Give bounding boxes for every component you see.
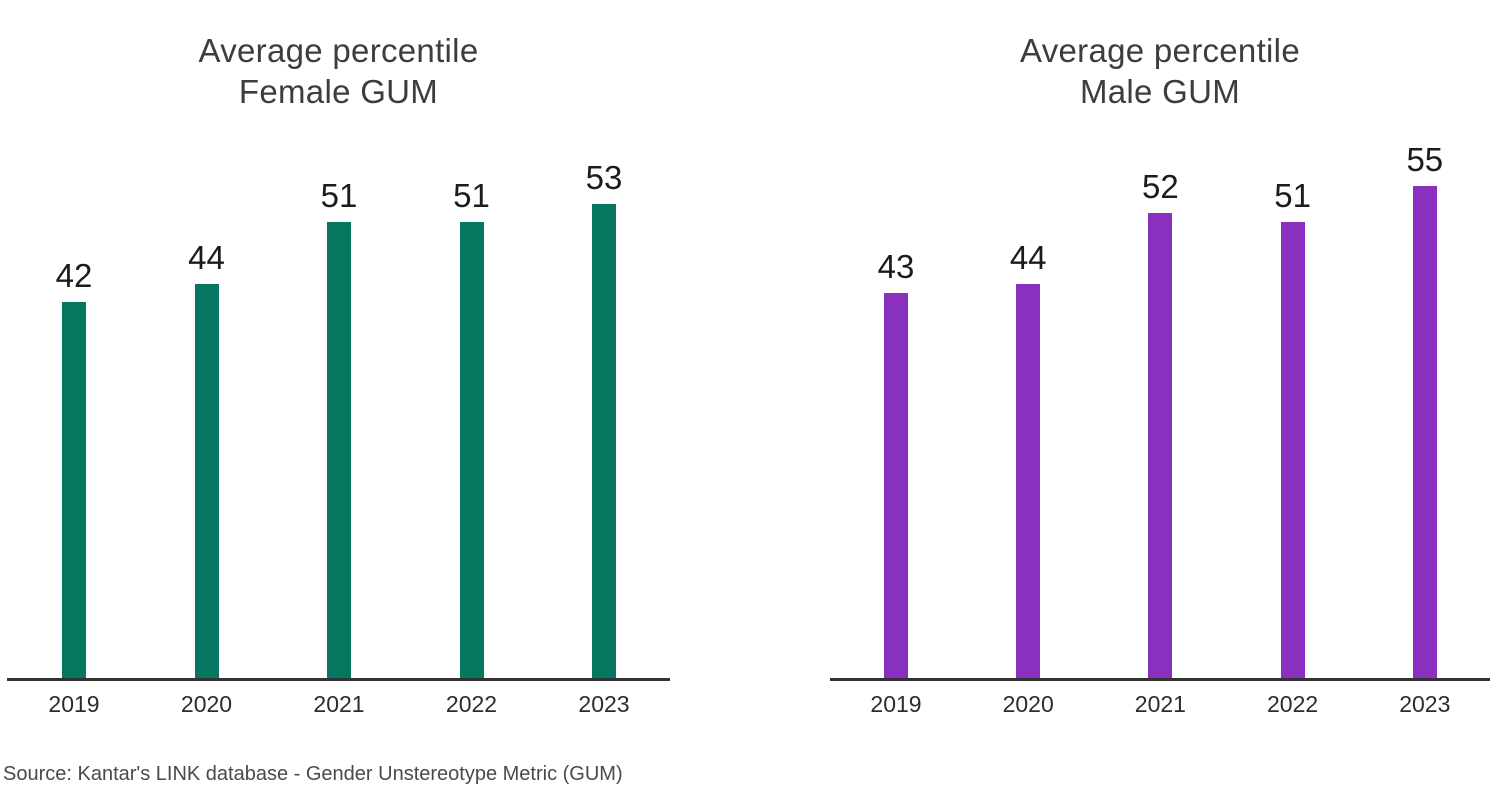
source-note: Source: Kantar's LINK database - Gender … [3, 763, 623, 785]
x-tick-2023: 2023 [578, 691, 630, 717]
female-gum-chart-title: Average percentile Female GUM [7, 30, 670, 112]
female-gum-title-line2: Female GUM [238, 73, 439, 110]
male-gum-chart-title: Average percentile Male GUM [830, 30, 1490, 112]
bar-value-2022: 51 [453, 177, 490, 214]
x-tick-2020: 2020 [1002, 691, 1054, 717]
bar-2023 [1412, 186, 1437, 678]
bar-2020 [194, 284, 219, 678]
female-gum-plot-area: 42 44 51 51 53 [7, 120, 670, 681]
bar-2023 [592, 204, 616, 678]
female-gum-x-axis: 2019 2020 2021 2022 2023 [7, 691, 670, 721]
x-tick-2022: 2022 [445, 691, 498, 717]
bar-2019 [884, 293, 908, 678]
bar-value-2023: 55 [1406, 141, 1444, 178]
bar-value-2020: 44 [188, 239, 225, 276]
bar-2022 [459, 222, 484, 678]
male-gum-title-line1: Average percentile [1020, 32, 1300, 69]
bar-value-2020: 44 [1009, 239, 1047, 276]
female-gum-title-line1: Average percentile [198, 32, 479, 69]
bar-2019 [62, 302, 86, 678]
bar-value-2019: 42 [55, 257, 93, 294]
bar-value-2023: 53 [585, 159, 623, 196]
male-gum-plot-area: 43 44 52 51 55 [830, 120, 1490, 681]
bar-value-2019: 43 [877, 248, 915, 285]
x-tick-2022: 2022 [1267, 691, 1319, 717]
x-tick-2021: 2021 [313, 691, 365, 717]
female-gum-chart: Average percentile Female GUM 42 44 51 51 53 … [7, 0, 670, 740]
bar-value-2022: 51 [1274, 177, 1311, 214]
bar-2022 [1280, 222, 1305, 678]
x-tick-2019: 2019 [48, 691, 100, 717]
male-gum-chart: Average percentile Male GUM 43 44 52 51 55 20… [830, 0, 1490, 740]
bar-2020 [1016, 284, 1041, 678]
bar-value-2021: 51 [320, 177, 358, 214]
male-gum-title-line2: Male GUM [1079, 73, 1241, 110]
x-tick-2020: 2020 [180, 691, 233, 717]
bar-2021 [1148, 213, 1173, 678]
bar-value-2021: 52 [1142, 168, 1179, 205]
male-gum-x-axis: 2019 2020 2021 2022 2023 [830, 691, 1490, 721]
x-tick-2023: 2023 [1399, 691, 1451, 717]
x-tick-2019: 2019 [870, 691, 922, 717]
bar-2021 [327, 222, 351, 678]
x-tick-2021: 2021 [1134, 691, 1186, 717]
